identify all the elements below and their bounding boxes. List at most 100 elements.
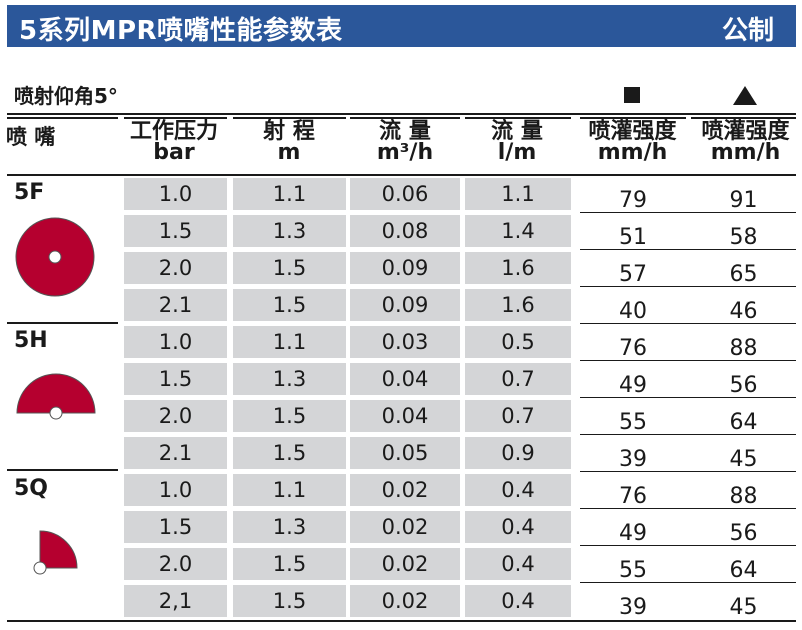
- table-cell-q: 0.05: [381, 441, 429, 465]
- table-cell-bg: [124, 215, 227, 247]
- table-cell-bg: [124, 178, 227, 210]
- table-cell-tri: 46: [729, 299, 758, 324]
- flow-m3-column-header: 流 量 m³/h: [376, 119, 434, 165]
- table-cell-bg: [124, 289, 227, 321]
- group-label-5f: 5F: [14, 180, 45, 205]
- row-rule: [580, 471, 796, 472]
- table-cell-bg: [350, 178, 460, 210]
- flow-lm-header-rule: [465, 117, 571, 119]
- table-cell-bg: [124, 511, 227, 543]
- precip-triangle-column-header: 喷灌强度 mm/h: [701, 119, 790, 165]
- table-cell-bg: [124, 585, 227, 617]
- table-bottom-rule: [7, 620, 796, 622]
- table-cell-bg: [124, 474, 227, 506]
- table-cell-sq: 49: [619, 521, 647, 546]
- table-cell-bg: [465, 437, 571, 469]
- group-label-5q: 5Q: [14, 476, 49, 501]
- table-cell-r: 1.3: [272, 219, 307, 243]
- table-cell-q: 0.08: [381, 219, 429, 243]
- table-cell-bg: [350, 289, 460, 321]
- table-cell-sq: 55: [619, 410, 647, 435]
- table-cell-r: 1.5: [272, 441, 307, 465]
- table-cell-l: 1.6: [501, 293, 535, 317]
- square-spacing-icon: [624, 87, 640, 103]
- table-cell-tri: 65: [729, 262, 758, 287]
- table-cell-bg: [233, 511, 346, 543]
- table-cell-bg: [465, 585, 571, 617]
- pressure-column-header: 工作压力 bar: [129, 119, 218, 165]
- table-cell-bg: [350, 585, 460, 617]
- table-cell-bg: [465, 289, 571, 321]
- quarter-circle-nozzle-icon: [33, 530, 78, 575]
- group-separator: [7, 469, 118, 471]
- table-cell-sq: 76: [619, 484, 647, 509]
- table-cell-r: 1.5: [272, 293, 307, 317]
- table-cell-q: 0.02: [381, 515, 429, 539]
- table-cell-l: 1.1: [501, 182, 535, 206]
- table-cell-bg: [233, 326, 346, 358]
- table-cell-r: 1.5: [272, 256, 307, 280]
- table-cell-bg: [233, 215, 346, 247]
- row-rule: [580, 397, 796, 398]
- table-cell-l: 0.5: [501, 330, 535, 354]
- table-cell-tri: 91: [729, 188, 758, 213]
- table-cell-q: 0.04: [381, 404, 429, 428]
- table-cell-tri: 56: [729, 373, 758, 398]
- table-cell-q: 0.06: [381, 182, 429, 206]
- table-cell-bg: [350, 363, 460, 395]
- table-cell-r: 1.1: [272, 478, 307, 502]
- full-circle-nozzle-icon: [15, 217, 95, 297]
- table-cell-sq: 49: [619, 373, 647, 398]
- table-cell-p: 2.0: [158, 404, 193, 428]
- row-rule: [580, 212, 796, 213]
- header-bottom-rule: [7, 174, 796, 176]
- triangle-spacing-icon: [733, 86, 757, 105]
- table-cell-l: 1.4: [501, 219, 535, 243]
- table-cell-p: 1.0: [158, 330, 193, 354]
- table-cell-bg: [350, 252, 460, 284]
- table-cell-bg: [233, 437, 346, 469]
- table-cell-bg: [465, 548, 571, 580]
- row-rule: [580, 582, 796, 583]
- table-cell-l: 1.6: [501, 256, 535, 280]
- table-cell-r: 1.1: [272, 182, 307, 206]
- table-cell-sq: 79: [619, 188, 647, 213]
- table-cell-bg: [233, 178, 346, 210]
- row-rule: [580, 508, 796, 509]
- table-cell-p: 1.5: [158, 219, 193, 243]
- table-cell-tri: 88: [729, 336, 758, 361]
- table-cell-bg: [465, 400, 571, 432]
- table-cell-l: 0.4: [501, 589, 535, 613]
- row-rule: [580, 545, 796, 546]
- table-cell-q: 0.02: [381, 478, 429, 502]
- table-cell-bg: [465, 511, 571, 543]
- row-rule: [580, 360, 796, 361]
- table-cell-bg: [124, 400, 227, 432]
- table-cell-l: 0.9: [501, 441, 535, 465]
- flow-m3-header-rule: [350, 117, 460, 119]
- table-cell-p: 1.0: [158, 182, 193, 206]
- table-cell-tri: 45: [729, 595, 758, 620]
- table-cell-p: 2.0: [158, 552, 193, 576]
- precip-sq-header-rule: [580, 117, 686, 119]
- table-cell-q: 0.04: [381, 367, 429, 391]
- table-cell-sq: 40: [619, 299, 647, 324]
- table-cell-bg: [350, 400, 460, 432]
- table-cell-bg: [465, 252, 571, 284]
- table-cell-bg: [233, 585, 346, 617]
- half-circle-nozzle-icon: [16, 373, 96, 420]
- table-cell-bg: [124, 437, 227, 469]
- table-cell-r: 1.1: [272, 330, 307, 354]
- table-cell-bg: [350, 437, 460, 469]
- table-cell-sq: 76: [619, 336, 647, 361]
- table-cell-bg: [350, 474, 460, 506]
- page-title: 5系列MPR喷嘴性能参数表: [19, 16, 343, 46]
- table-cell-r: 1.3: [272, 367, 307, 391]
- table-cell-bg: [465, 474, 571, 506]
- row-rule: [580, 249, 796, 250]
- table-cell-q: 0.09: [381, 293, 429, 317]
- table-cell-p: 1.5: [158, 515, 193, 539]
- header-top-rule: [7, 113, 796, 115]
- table-cell-l: 0.7: [501, 367, 535, 391]
- table-cell-bg: [233, 252, 346, 284]
